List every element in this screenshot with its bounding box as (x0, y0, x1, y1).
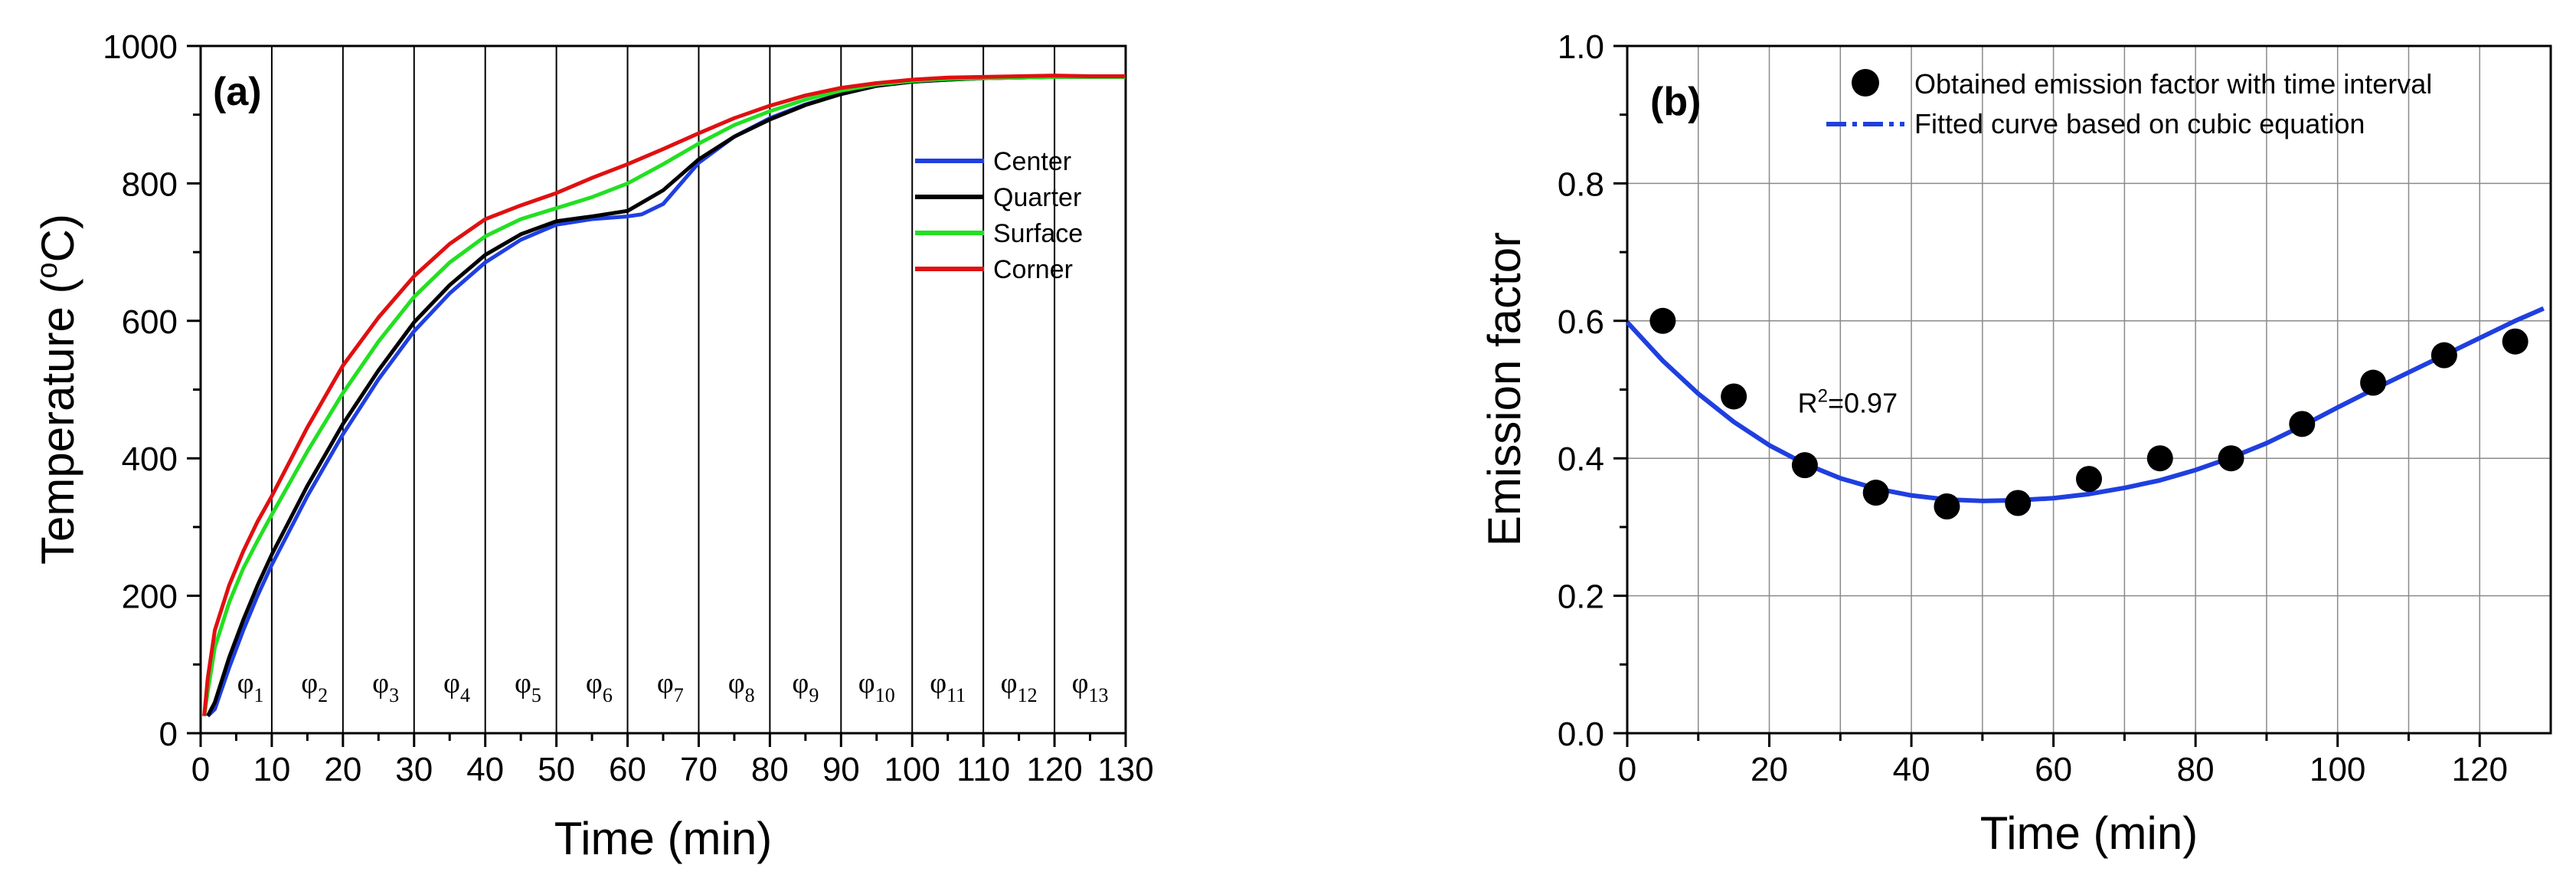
x-tick-label: 10 (253, 751, 290, 788)
x-tick-label: 90 (822, 751, 860, 788)
x-tick-label: 120 (1026, 751, 1082, 788)
x-tick-label: 0 (1618, 751, 1636, 788)
x-tick-label: 100 (2310, 751, 2365, 788)
x-tick-label: 80 (2177, 751, 2215, 788)
phi-label: φ11 (930, 667, 966, 706)
x-tick-label: 50 (538, 751, 575, 788)
x-tick-label: 70 (680, 751, 718, 788)
data-point (1721, 383, 1747, 410)
panel-b-x-axis-title: Time (min) (1980, 808, 2198, 859)
panel-b-fit-curve-group (1625, 306, 2545, 503)
panel-b-r-squared-annotation: R2=0.97 (1798, 385, 1898, 418)
panel-a-label: (a) (213, 70, 262, 114)
panel-b-legend: Obtained emission factor with time inter… (1826, 68, 2432, 139)
data-point (2502, 328, 2529, 355)
y-tick-label: 800 (122, 165, 178, 203)
phi-label: φ8 (728, 667, 755, 706)
panel-a-y-axis-title: Temperature (oC) (31, 214, 83, 565)
panel-a-ticks: 0 10 20 30 40 50 60 70 80 90 100 110 120 130 0 200 400 60… (103, 28, 1154, 788)
x-tick-label: 60 (2035, 751, 2072, 788)
y-tick-label: 0.6 (1558, 303, 1604, 341)
legend-label-points: Obtained emission factor with time inter… (1914, 68, 2432, 100)
data-point (1934, 493, 1960, 519)
panel-b-y-axis-title: Emission factor (1479, 232, 1530, 546)
legend-label-quarter: Quarter (993, 183, 1081, 212)
panel-a-series (202, 74, 1126, 718)
x-tick-label: 20 (324, 751, 361, 788)
x-tick-label: 130 (1097, 751, 1153, 788)
series-line-quarter (206, 74, 1126, 717)
y-tick-label: 0.4 (1558, 441, 1604, 478)
y-tick-label: 600 (122, 303, 178, 341)
y-tick-label: 0.2 (1558, 578, 1604, 616)
legend-label-center: Center (993, 147, 1071, 176)
phi-label: φ5 (515, 667, 541, 706)
legend-marker-points (1852, 69, 1879, 97)
legend-label-corner: Corner (993, 255, 1073, 284)
fit-curve (1625, 306, 2545, 503)
phi-label: φ10 (858, 667, 895, 706)
phi-label: φ2 (301, 667, 328, 706)
x-tick-label: 110 (956, 751, 1010, 788)
phi-label: φ9 (792, 667, 819, 706)
panel-b-ticks: 0 20 40 60 80 100 120 0.0 0.2 0.4 0.6 0.8 1.0 (1558, 28, 2508, 788)
panel-b-label: (b) (1650, 80, 1701, 124)
y-tick-label: 0 (159, 716, 178, 753)
data-point (2289, 411, 2316, 437)
data-point (1649, 307, 1676, 334)
x-tick-label: 20 (1751, 751, 1788, 788)
y-tick-label: 1000 (103, 28, 178, 66)
data-point (2360, 369, 2387, 396)
x-tick-label: 40 (1893, 751, 1930, 788)
panel-b-points (1649, 307, 2529, 519)
legend-label-surface: Surface (993, 219, 1083, 248)
y-tick-label: 0.8 (1558, 165, 1604, 203)
y-tick-label: 0.0 (1558, 716, 1604, 753)
phi-label: φ12 (1001, 667, 1038, 706)
phi-label: φ1 (237, 667, 264, 706)
x-tick-label: 40 (466, 751, 504, 788)
phi-label: φ13 (1072, 667, 1109, 706)
x-tick-label: 30 (395, 751, 433, 788)
y-tick-label: 400 (122, 441, 178, 478)
y-tick-label: 1.0 (1558, 28, 1604, 66)
data-point (1862, 480, 1889, 506)
series-line-corner (202, 74, 1126, 716)
data-point (1791, 452, 1818, 479)
legend-label-fit: Fitted curve based on cubic equation (1914, 108, 2365, 139)
panel-a-temperature-chart: 0 10 20 30 40 50 60 70 80 90 100 110 120 130 0 200 400 60… (31, 28, 1154, 864)
x-tick-label: 80 (751, 751, 789, 788)
panel-a-phi-labels: φ1 φ2 φ3 φ4 φ5 φ6 φ7 φ8 φ9 φ10 φ11 φ12 φ13 (237, 667, 1109, 706)
y-tick-label: 200 (122, 578, 178, 616)
phi-label: φ6 (586, 667, 613, 706)
phi-label: φ3 (372, 667, 399, 706)
panel-b-emission-chart: 0 20 40 60 80 100 120 0.0 0.2 0.4 0.6 0.8 1.0 (b) R2… (1479, 28, 2552, 859)
x-tick-label: 60 (609, 751, 646, 788)
data-point (2005, 490, 2032, 516)
panel-b-grid (1627, 46, 2551, 733)
data-point (2218, 445, 2244, 472)
phi-label: φ4 (443, 667, 470, 706)
panel-b-plot-frame (1626, 44, 2552, 735)
panel-a-x-axis-title: Time (min) (554, 813, 772, 864)
phi-label: φ7 (657, 667, 684, 706)
panel-a-legend: Center Quarter Surface Corner (915, 147, 1083, 284)
series-line-center (206, 74, 1126, 718)
x-tick-label: 120 (2452, 751, 2508, 788)
data-point (2146, 445, 2173, 472)
x-tick-label: 0 (191, 751, 210, 788)
data-point (2431, 342, 2457, 369)
panel-a-interval-lines (270, 46, 1056, 733)
x-tick-label: 100 (884, 751, 940, 788)
data-point (2076, 466, 2102, 493)
